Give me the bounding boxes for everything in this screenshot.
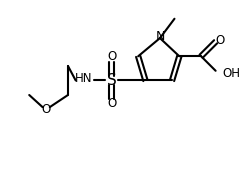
Text: HN: HN: [75, 72, 92, 85]
Text: O: O: [215, 34, 225, 47]
Text: OH: OH: [222, 67, 240, 80]
Text: S: S: [107, 73, 116, 88]
Text: O: O: [42, 103, 51, 116]
Text: N: N: [155, 30, 165, 43]
Text: O: O: [107, 97, 116, 110]
Text: O: O: [107, 51, 116, 63]
